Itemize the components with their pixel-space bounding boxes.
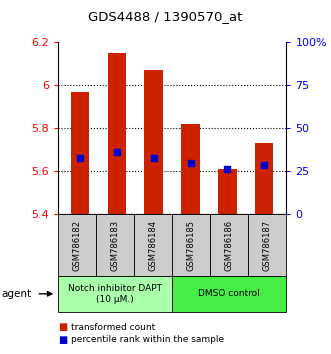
Text: Notch inhibitor DAPT
(10 μM.): Notch inhibitor DAPT (10 μM.) (68, 284, 162, 303)
Bar (181, 124, 200, 214)
Text: DMSO control: DMSO control (198, 289, 260, 298)
Text: GSM786186: GSM786186 (225, 219, 234, 271)
Text: GDS4488 / 1390570_at: GDS4488 / 1390570_at (88, 10, 243, 23)
Text: percentile rank within the sample: percentile rank within the sample (71, 335, 224, 344)
Bar (218, 169, 237, 214)
Text: GSM786184: GSM786184 (149, 219, 158, 271)
Text: ■: ■ (58, 322, 67, 332)
Text: GSM786182: GSM786182 (72, 219, 81, 271)
Bar (145, 70, 163, 214)
Text: ■: ■ (58, 335, 67, 345)
Text: transformed count: transformed count (71, 323, 156, 332)
Text: agent: agent (2, 289, 32, 299)
Text: GSM786187: GSM786187 (263, 219, 272, 271)
Bar (255, 143, 273, 214)
Bar (108, 53, 126, 214)
Text: GSM786183: GSM786183 (111, 219, 119, 271)
Text: GSM786185: GSM786185 (187, 219, 196, 271)
Bar (71, 92, 89, 214)
